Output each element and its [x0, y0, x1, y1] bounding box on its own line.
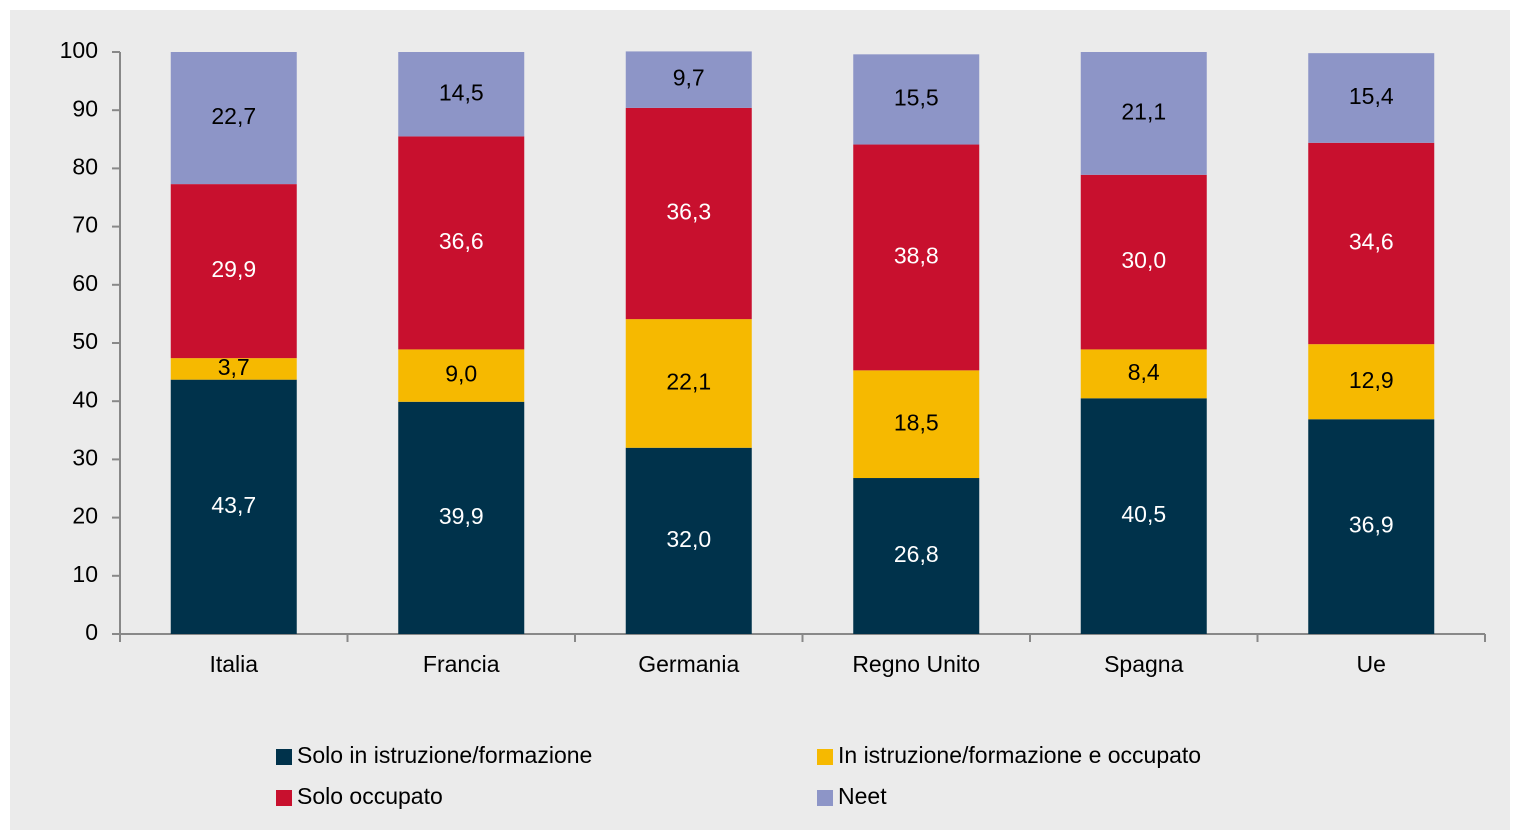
bar-segment: [1308, 142, 1435, 345]
x-tick-label: Francia: [423, 651, 500, 677]
value-label: 21,1: [1121, 98, 1166, 124]
legend-swatch: [276, 749, 292, 765]
bar-segment: [1308, 53, 1435, 143]
bar-segment: [1080, 398, 1207, 634]
bar-segment: [1308, 419, 1435, 634]
bar-segment: [1080, 174, 1207, 350]
value-label: 8,4: [1128, 359, 1160, 385]
legend-label: In istruzione/formazione e occupato: [838, 742, 1201, 768]
bar-segment: [1308, 344, 1435, 420]
y-tick-label: 70: [72, 212, 98, 238]
x-tick-label: Spagna: [1104, 651, 1184, 677]
value-label: 26,8: [894, 541, 939, 567]
bar-segment: [625, 107, 752, 320]
x-tick-label: Germania: [638, 651, 739, 677]
bar-segment: [853, 478, 980, 634]
value-label: 32,0: [666, 526, 711, 552]
y-tick-label: 80: [72, 153, 98, 179]
bar-segment: [853, 370, 980, 479]
value-label: 12,9: [1349, 367, 1394, 393]
value-label: 9,7: [673, 65, 705, 91]
value-label: 40,5: [1121, 501, 1166, 527]
y-tick-label: 100: [60, 37, 98, 63]
value-label: 30,0: [1121, 247, 1166, 273]
value-label: 38,8: [894, 243, 939, 269]
bar-segment: [853, 144, 980, 371]
legend-label: Neet: [838, 783, 887, 809]
bar-segment: [398, 52, 525, 137]
y-tick-label: 0: [85, 619, 98, 645]
value-label: 15,4: [1349, 83, 1394, 109]
bar-segment: [398, 401, 525, 634]
value-label: 43,7: [211, 492, 256, 518]
legend-label: Solo in istruzione/formazione: [297, 742, 592, 768]
bar-segment: [170, 52, 297, 185]
bar-segment: [170, 184, 297, 359]
x-tick-label: Ue: [1357, 651, 1386, 677]
bar-segment: [398, 349, 525, 402]
y-tick-label: 10: [72, 561, 98, 587]
y-tick-label: 60: [72, 270, 98, 296]
bar-segment: [853, 54, 980, 145]
value-label: 36,9: [1349, 512, 1394, 538]
bar-segment: [170, 358, 297, 380]
value-label: 34,6: [1349, 229, 1394, 255]
legend-swatch: [817, 749, 833, 765]
bar-segment: [1080, 52, 1207, 175]
bar-segment: [398, 136, 525, 350]
value-label: 15,5: [894, 85, 939, 111]
bar-segment: [170, 379, 297, 634]
legend-swatch: [817, 790, 833, 806]
y-tick-label: 20: [72, 503, 98, 529]
y-tick-label: 40: [72, 386, 98, 412]
bar-segment: [625, 447, 752, 634]
x-tick-label: Regno Unito: [852, 651, 980, 677]
value-label: 29,9: [211, 256, 256, 282]
bar-segment: [625, 319, 752, 448]
legend-label: Solo occupato: [297, 783, 443, 809]
legend-swatch: [276, 790, 292, 806]
value-label: 36,6: [439, 228, 484, 254]
bar-segment: [1080, 349, 1207, 399]
value-label: 39,9: [439, 503, 484, 529]
value-label: 9,0: [445, 361, 477, 387]
value-label: 22,1: [666, 369, 711, 395]
value-label: 14,5: [439, 79, 484, 105]
value-label: 18,5: [894, 409, 939, 435]
value-label: 3,7: [218, 354, 250, 380]
value-label: 36,3: [666, 199, 711, 225]
x-tick-label: Italia: [209, 651, 258, 677]
bar-segment: [625, 51, 752, 108]
y-tick-label: 90: [72, 95, 98, 121]
value-label: 22,7: [211, 103, 256, 129]
y-tick-label: 30: [72, 444, 98, 470]
y-tick-label: 50: [72, 328, 98, 354]
